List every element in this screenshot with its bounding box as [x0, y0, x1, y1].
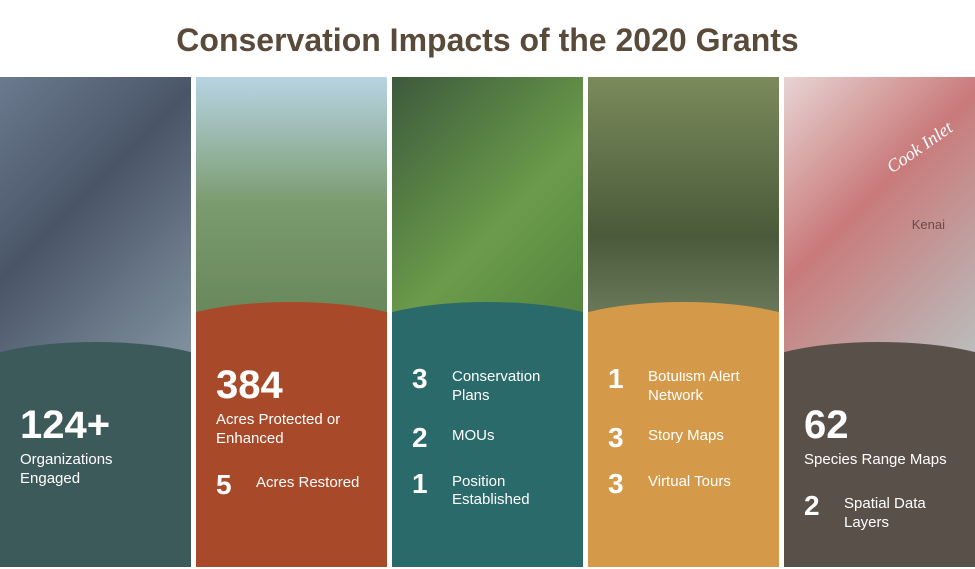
column-tours: 1 Botulism Alert Network 3 Story Maps 3 …	[588, 77, 779, 567]
page-title: Conservation Impacts of the 2020 Grants	[0, 0, 975, 77]
infographic-columns: 124+ Organizations Engaged 384 Acres Pro…	[0, 77, 975, 567]
stat-row: 2 Spatial Data Layers	[804, 492, 957, 533]
stat-row: 3 Virtual Tours	[608, 470, 761, 498]
column-plans: 3 Conservation Plans 2 MOUs 1 Position E…	[392, 77, 583, 567]
stat-number: 2	[412, 424, 440, 452]
column-acres: 384 Acres Protected or Enhanced 5 Acres …	[196, 77, 387, 567]
panel-curve	[196, 302, 387, 372]
stat-text: Acres Restored	[256, 471, 359, 493]
stat-text: Position Established	[452, 470, 565, 511]
stat-number: 1	[412, 470, 440, 498]
stat-row: 3 Story Maps	[608, 424, 761, 452]
stat-label: Acres Protected or Enhanced	[216, 411, 369, 449]
stat-text: MOUs	[452, 424, 495, 446]
stat-text: Spatial Data Layers	[844, 492, 957, 533]
stat-number: 3	[608, 470, 636, 498]
stat-panel: 62 Species Range Maps 2 Spatial Data Lay…	[784, 377, 975, 567]
stat-panel: 384 Acres Protected or Enhanced 5 Acres …	[196, 337, 387, 567]
column-organizations: 124+ Organizations Engaged	[0, 77, 191, 567]
panel-curve	[0, 342, 191, 412]
panel-curve	[392, 302, 583, 372]
stat-label: Species Range Maps	[804, 451, 957, 470]
panel-curve	[784, 342, 975, 412]
stat-row: 2 MOUs	[412, 424, 565, 452]
panel-curve	[588, 302, 779, 372]
stat-number: 2	[804, 492, 832, 520]
map-label-inlet: Cook Inlet	[882, 117, 956, 177]
stat-number: 3	[608, 424, 636, 452]
stat-panel: 3 Conservation Plans 2 MOUs 1 Position E…	[392, 337, 583, 567]
stat-row: 1 Position Established	[412, 470, 565, 511]
stat-text: Story Maps	[648, 424, 724, 446]
stat-panel: 124+ Organizations Engaged	[0, 377, 191, 567]
stat-label: Organizations Engaged	[20, 451, 173, 489]
stat-text: Virtual Tours	[648, 470, 731, 492]
stat-number: 5	[216, 471, 244, 499]
stat-panel: 1 Botulism Alert Network 3 Story Maps 3 …	[588, 337, 779, 567]
map-label-city: Kenai	[912, 217, 945, 232]
column-maps: Cook Inlet Kenai 62 Species Range Maps 2…	[784, 77, 975, 567]
stat-row: 5 Acres Restored	[216, 471, 369, 499]
